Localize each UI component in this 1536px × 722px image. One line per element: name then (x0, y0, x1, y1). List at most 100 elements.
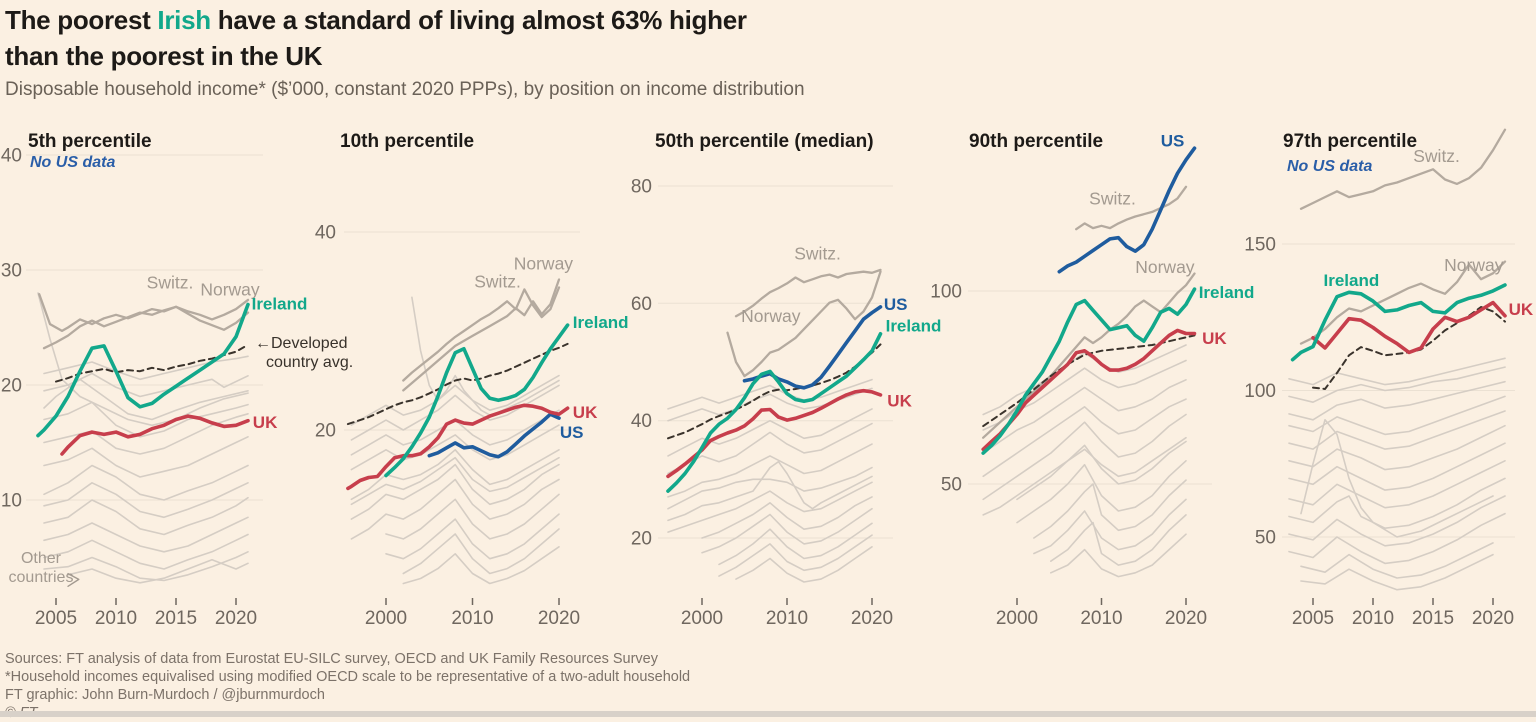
background-country-line (1288, 477, 1506, 529)
y-axis-tick-label: 150 (1244, 235, 1276, 256)
x-axis-tick-label: 2020 (538, 608, 580, 629)
background-country-line (43, 378, 249, 421)
y-axis-tick-label: 20 (1, 376, 22, 397)
x-axis-tick-label: 2010 (95, 608, 137, 629)
background-country-line (1016, 440, 1187, 501)
background-country-line (1050, 533, 1187, 578)
background-country-line (1300, 553, 1494, 591)
series-label-us: US (1161, 132, 1185, 151)
x-axis-tick-label: 2015 (1412, 608, 1454, 629)
series-line-switz (402, 286, 561, 382)
series-label-norway: Norway (1444, 255, 1504, 275)
background-country-line (667, 443, 873, 498)
series-label-ireland: Ireland (1324, 271, 1380, 290)
x-axis-tick-label: 2020 (215, 608, 257, 629)
background-country-line (1288, 495, 1506, 547)
background-country-line (350, 424, 560, 471)
background-country-line (982, 436, 1187, 516)
y-axis-tick-label: 10 (1, 491, 22, 512)
series-label-switz: Switz. (1089, 188, 1136, 208)
other-countries-pointer (67, 572, 80, 587)
series-label-uk: UK (1202, 329, 1227, 348)
series-line-norway (1299, 260, 1507, 345)
background-country-line (43, 401, 249, 438)
background-country-line (667, 481, 873, 533)
background-country-line (1288, 357, 1506, 386)
y-axis-tick-label: 40 (315, 223, 336, 244)
series-line-switz (734, 268, 882, 318)
panel-title-50th-percentile: 50th percentile (median) (655, 131, 874, 152)
series-label-switz: Switz. (147, 273, 194, 293)
background-country-line (718, 534, 873, 577)
background-country-line (350, 478, 560, 540)
series-line-uk (981, 328, 1197, 452)
background-country-line (1288, 512, 1506, 565)
panel-title-5th-percentile: 5th percentile (28, 131, 152, 152)
series-label-ireland: Ireland (1199, 283, 1255, 302)
x-axis-tick-label: 2000 (996, 608, 1038, 629)
background-country-line (402, 546, 560, 585)
background-country-line (667, 387, 873, 422)
background-country-line (667, 378, 873, 410)
y-axis-tick-label: 20 (315, 421, 336, 442)
background-country-line (43, 551, 249, 582)
background-country-line (350, 374, 560, 426)
y-axis-tick-label: 50 (1255, 528, 1276, 549)
y-axis-tick-label: 60 (631, 294, 652, 315)
series-label-ireland: Ireland (573, 313, 629, 332)
y-axis-tick-label: 20 (631, 529, 652, 550)
series-line-avg (1312, 306, 1506, 390)
footer-credit: FT graphic: John Burn-Murdoch / @jburnmu… (5, 687, 325, 703)
series-line-ireland (384, 323, 570, 478)
background-country-line (1288, 424, 1506, 471)
background-country-line (667, 422, 873, 475)
series-label-ireland: Ireland (252, 294, 308, 313)
background-country-line (350, 463, 560, 520)
background-country-line (385, 493, 560, 540)
developed-avg-annotation-line2: country avg. (266, 354, 354, 371)
background-country-line (385, 513, 560, 560)
series-line-norway (726, 270, 882, 378)
footer-sources: Sources: FT analysis of data from Eurost… (5, 651, 658, 667)
series-line-us (1057, 146, 1197, 274)
series-line-uk (60, 414, 250, 456)
series-line-norway (42, 298, 250, 350)
series-line-ireland (36, 302, 250, 438)
x-axis-tick-label: 2010 (451, 608, 493, 629)
other-countries-label-line1: Other (20, 550, 61, 567)
background-country-line (1288, 410, 1506, 450)
other-countries-label: Other countries (2, 549, 80, 587)
y-axis-tick-label: 100 (930, 282, 962, 303)
series-line-ireland (666, 332, 883, 493)
background-country-line (43, 496, 249, 536)
series-label-uk: UK (1509, 300, 1534, 319)
x-axis-tick-label: 2010 (766, 608, 808, 629)
background-country-line (43, 413, 249, 455)
series-line-switz (1299, 128, 1507, 210)
series-line-uk (346, 403, 570, 491)
background-country-line (1288, 380, 1506, 421)
y-axis-tick-label: 80 (631, 177, 652, 198)
no-us-data-note-97th: No US data (1287, 158, 1373, 175)
background-country-line (1300, 419, 1494, 538)
series-label-uk: UK (887, 392, 912, 411)
background-country-line (735, 546, 873, 583)
chart-footer: Sources: FT analysis of data from Eurost… (5, 650, 690, 722)
y-axis-tick-label: 40 (631, 411, 652, 432)
background-country-line (1033, 498, 1187, 555)
background-country-line (43, 533, 249, 570)
x-axis-tick-label: 2010 (1352, 608, 1394, 629)
series-line-avg (667, 343, 882, 440)
background-country-line (1033, 479, 1187, 539)
series-line-switz (1075, 185, 1188, 231)
series-line-ireland (981, 287, 1197, 455)
background-country-line (43, 355, 249, 381)
series-label-uk: UK (573, 403, 598, 422)
x-axis-tick-label: 2000 (365, 608, 407, 629)
other-countries-label-line2: countries (8, 569, 74, 586)
x-axis-tick-label: 2020 (1165, 608, 1207, 629)
background-country-line (982, 398, 1187, 478)
series-line-ireland (1290, 283, 1507, 362)
series-line-uk (1311, 300, 1507, 355)
